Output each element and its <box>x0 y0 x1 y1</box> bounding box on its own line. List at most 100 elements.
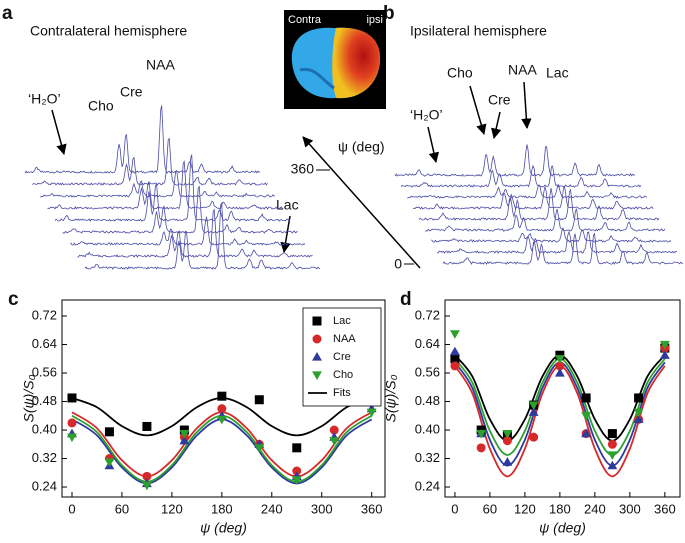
arrow <box>469 85 487 136</box>
peak-label: Cho <box>88 98 114 114</box>
x-tick-label: 60 <box>483 501 497 516</box>
y-tick-label: 0.40 <box>32 421 57 436</box>
x-axis-label: ψ (deg) <box>539 520 586 536</box>
legend-marker <box>312 334 322 344</box>
peak-label: Cre <box>488 92 511 108</box>
psi-label: ψ (deg) <box>338 139 385 155</box>
point <box>633 414 644 423</box>
point <box>607 460 618 470</box>
y-tick-label: 0.64 <box>415 336 440 351</box>
point <box>581 412 592 421</box>
peak-label: Cho <box>447 65 473 81</box>
y-axis-label: S(ψ)/S₀ <box>383 374 399 422</box>
arrow <box>521 81 532 130</box>
arrow <box>51 109 67 156</box>
point <box>554 368 565 377</box>
legend-label: Cre <box>333 351 351 363</box>
x-tick-label: 300 <box>311 501 333 516</box>
y-tick-label: 0.72 <box>415 307 440 322</box>
point <box>329 437 340 446</box>
inset-image: Contra ipsi <box>284 10 386 109</box>
fit-line <box>71 414 373 483</box>
point <box>217 391 227 401</box>
point <box>142 421 152 431</box>
point <box>67 418 77 428</box>
point <box>104 458 115 468</box>
peak-label: ‘H₂O’ <box>410 107 443 123</box>
y-axis-label: S(ψ)/S₀ <box>21 374 37 422</box>
point <box>292 443 302 453</box>
spectrum-trace <box>77 208 313 258</box>
y-tick-label: 0.64 <box>32 336 57 351</box>
arrow <box>427 126 440 164</box>
x-tick-label: 240 <box>261 501 283 516</box>
point <box>554 355 565 364</box>
y-tick-label: 0.48 <box>32 393 57 408</box>
point <box>502 429 513 439</box>
panel-letter: b <box>383 3 395 24</box>
panel-title: Ipsilateral hemisphere <box>410 23 547 39</box>
point <box>450 354 460 364</box>
point <box>659 340 670 350</box>
plot-frame <box>444 299 681 498</box>
arrow <box>491 111 502 140</box>
psi-tick-label: 360 <box>291 161 315 177</box>
legend-label: Cho <box>333 369 353 381</box>
x-tick-label: 180 <box>211 501 233 516</box>
spectrum-trace <box>47 159 283 210</box>
spectrum-trace <box>418 188 660 221</box>
spectra <box>24 105 684 270</box>
point <box>581 428 592 438</box>
point <box>179 429 190 439</box>
x-axis-label: ψ (deg) <box>200 520 247 536</box>
y-tick-label: 0.48 <box>415 393 440 408</box>
point <box>555 361 565 371</box>
point <box>607 439 617 449</box>
panel-letter: d <box>400 289 412 310</box>
point <box>528 407 539 416</box>
x-tick-label: 0 <box>68 501 75 516</box>
x-tick-label: 360 <box>654 501 676 516</box>
spectrum-trace <box>400 164 642 188</box>
y-tick-label: 0.56 <box>415 364 440 379</box>
inset-label: ipsi <box>366 14 383 26</box>
spectrum-trace <box>32 137 268 186</box>
plot-frame <box>61 299 386 498</box>
point <box>254 395 264 405</box>
point <box>528 401 539 411</box>
point <box>502 457 513 466</box>
y-tick-label: 0.24 <box>32 478 57 493</box>
peak-label: Lac <box>276 197 299 213</box>
y-tick-label: 0.32 <box>415 450 440 465</box>
peak-label: Lac <box>546 65 569 81</box>
y-tick-label: 0.56 <box>32 364 57 379</box>
point <box>529 432 539 442</box>
y-tick-label: 0.40 <box>415 421 440 436</box>
point <box>634 393 644 403</box>
x-tick-label: 300 <box>619 501 641 516</box>
arrow <box>280 215 291 254</box>
legend-label: Fits <box>333 387 351 399</box>
point <box>67 433 77 443</box>
spectrum-trace <box>24 105 261 174</box>
legend-marker <box>312 352 322 361</box>
spectrum-trace <box>424 208 666 232</box>
fit-line <box>71 418 373 485</box>
point <box>104 427 114 437</box>
legend-label: Lac <box>333 315 351 327</box>
point <box>291 476 302 485</box>
spectrum-trace <box>54 154 291 222</box>
y-tick-label: 0.24 <box>415 478 440 493</box>
point <box>217 404 227 414</box>
point <box>476 429 487 439</box>
point <box>607 451 618 460</box>
peak-label: NAA <box>146 57 175 73</box>
point <box>142 471 152 481</box>
point <box>659 350 670 359</box>
point <box>216 415 227 425</box>
point <box>366 408 377 418</box>
point <box>449 346 460 356</box>
point <box>450 361 460 371</box>
x-tick-label: 120 <box>161 501 183 516</box>
point <box>581 393 591 403</box>
